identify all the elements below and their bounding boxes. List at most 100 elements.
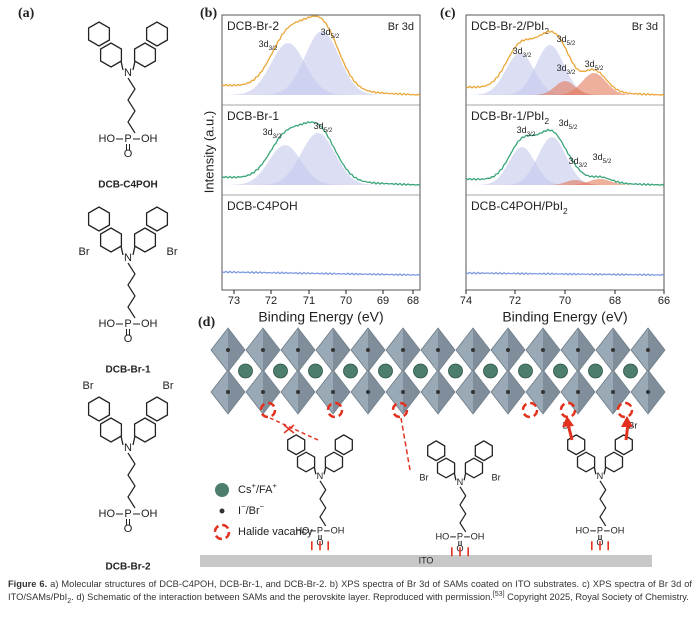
cation xyxy=(343,363,358,379)
trace-name: DCB-Br-1 xyxy=(227,109,279,123)
text-part: DCB-Br-2/PbI xyxy=(471,19,544,33)
ring xyxy=(604,451,624,473)
text-part: 3/2 xyxy=(527,131,536,138)
trace-name: DCB-Br-1/PbI2 xyxy=(471,109,549,126)
cation xyxy=(308,363,323,379)
peak-label: 3d3/2 xyxy=(513,46,532,59)
atom-label: N xyxy=(457,477,464,487)
ring xyxy=(133,42,157,68)
chain xyxy=(599,480,607,527)
text-part: + xyxy=(251,481,256,490)
text-part: 3d xyxy=(263,127,273,137)
anion xyxy=(471,348,475,352)
peak-fill xyxy=(222,31,420,95)
octahedron-face xyxy=(368,370,385,414)
ring xyxy=(614,434,633,456)
caption-part: [53] xyxy=(492,590,505,598)
peak-label: 3d3/2 xyxy=(259,39,278,52)
element-label: Br 3d xyxy=(388,21,414,33)
text-part: 3/2 xyxy=(567,69,576,76)
anion xyxy=(646,348,650,352)
peak-label: 3d3/2 xyxy=(517,125,536,138)
atom-label: OH xyxy=(141,508,158,520)
cation xyxy=(238,363,253,379)
ring xyxy=(120,60,136,71)
octahedron-face xyxy=(298,370,315,414)
x-tick-label: 66 xyxy=(658,295,670,307)
vacancy xyxy=(521,401,539,419)
ring xyxy=(334,434,353,456)
anion xyxy=(576,348,580,352)
chain xyxy=(127,77,136,134)
anion xyxy=(226,390,230,394)
caption-part: Figure 6. xyxy=(8,579,48,589)
chain xyxy=(319,480,327,527)
substituent: Br xyxy=(419,472,428,482)
atom-label: HO xyxy=(99,133,116,145)
ring xyxy=(593,466,607,475)
octahedron-face xyxy=(403,370,420,414)
peak-fill xyxy=(222,145,420,185)
panel-label: (d) xyxy=(198,315,215,330)
cation xyxy=(518,363,533,379)
atom-label: HO xyxy=(296,525,310,535)
octahedron-face xyxy=(578,370,595,414)
vacancy xyxy=(559,401,577,419)
octahedron-face xyxy=(508,328,525,372)
cation xyxy=(623,363,638,379)
text-part: 5/2 xyxy=(569,124,578,131)
text-part: /FA xyxy=(256,484,273,496)
anion xyxy=(471,390,475,394)
peak-fill xyxy=(466,179,664,185)
anion xyxy=(506,390,510,394)
atom-label: OH xyxy=(331,525,345,535)
ring xyxy=(576,451,596,473)
text-part: 5/2 xyxy=(324,127,333,134)
ring xyxy=(133,417,157,443)
legend-label: Cs+/FA+ xyxy=(238,481,277,496)
atom-label: HO xyxy=(99,318,116,330)
peak-label: 3d3/2 xyxy=(569,156,588,169)
anion xyxy=(366,390,370,394)
ring xyxy=(287,434,306,456)
anion xyxy=(401,390,405,394)
text-part: 3/2 xyxy=(579,162,588,169)
anion xyxy=(296,348,300,352)
atom-label: OH xyxy=(141,318,158,330)
atom-label: P xyxy=(124,508,131,520)
peak-label: 3d5/2 xyxy=(559,118,578,131)
substrate-label: ITO xyxy=(419,555,434,565)
caption-part: a) Molecular structures of DCB-C4POH, DC… xyxy=(8,579,692,602)
atom-label: OH xyxy=(471,531,485,541)
atom-label: O xyxy=(124,333,133,345)
panel-label: (b) xyxy=(200,6,217,21)
ring xyxy=(133,227,157,253)
legend-label: I−/Br− xyxy=(238,502,265,517)
chain xyxy=(459,486,467,533)
ring xyxy=(99,417,123,443)
octahedron-face xyxy=(438,328,455,372)
text-part: 2 xyxy=(544,26,549,36)
text-part: 3d xyxy=(259,39,269,49)
text-part: 5/2 xyxy=(567,40,576,47)
atom-label: O xyxy=(124,148,133,160)
ring xyxy=(120,435,136,446)
cation xyxy=(553,363,568,379)
peak-fill xyxy=(466,180,664,185)
axis-title: Binding Energy (eV) xyxy=(258,309,383,325)
atom-label: HO xyxy=(576,525,590,535)
peak-label: 3d3/2 xyxy=(263,127,282,140)
anion xyxy=(436,348,440,352)
molecule-name: DCB-C4POH xyxy=(98,180,157,191)
anion xyxy=(646,390,650,394)
caption-part: 2 xyxy=(67,597,72,605)
peak-fill xyxy=(466,81,664,95)
anion xyxy=(226,348,230,352)
octahedron-face xyxy=(263,370,280,414)
ring xyxy=(436,457,456,479)
octahedron-face xyxy=(648,370,665,414)
text-part: + xyxy=(272,481,277,490)
spectrum xyxy=(221,120,421,187)
octahedron-face xyxy=(333,328,350,372)
atom-label: HO xyxy=(99,508,116,520)
